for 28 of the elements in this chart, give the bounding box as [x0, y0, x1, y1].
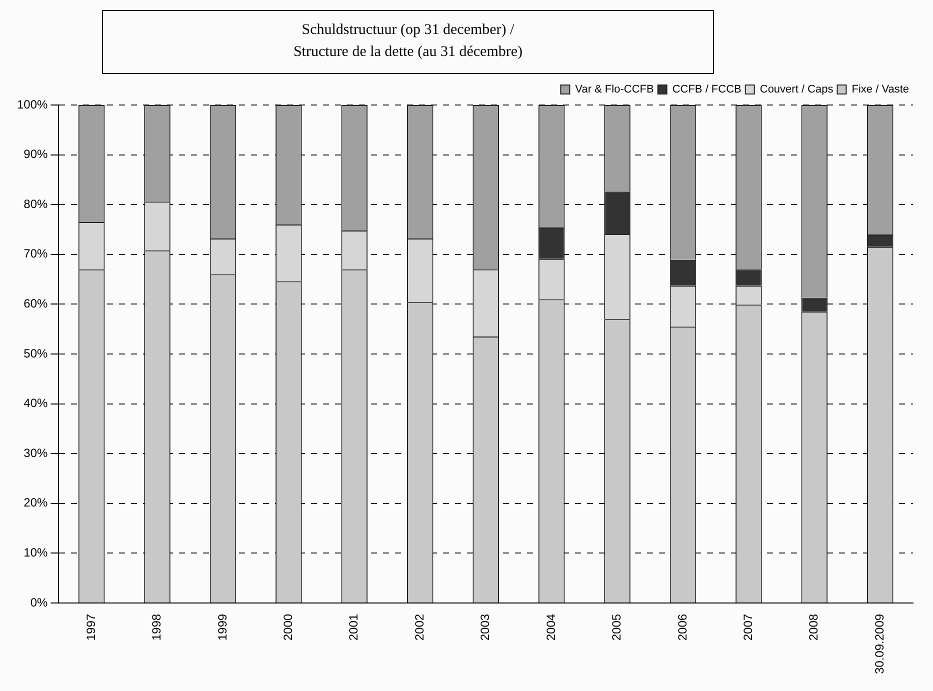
x-tick-label: 1998 [150, 614, 164, 641]
y-tick-label: 80% [24, 196, 48, 211]
y-tick-label: 50% [24, 346, 48, 360]
y-tick-label: 30% [24, 446, 48, 460]
x-tick-label: 30.09.2009 [872, 614, 886, 674]
y-tick-label: 40% [24, 396, 48, 410]
x-tick-label: 2004 [544, 614, 558, 641]
y-tick-label: 0% [30, 595, 48, 610]
x-tick-label: 2003 [478, 614, 492, 641]
y-tick-label: 60% [24, 296, 48, 310]
legend-label: Var & Flo-CCFB [575, 84, 654, 96]
y-tick-label: 10% [24, 545, 48, 560]
y-tick-label: 100% [16, 97, 48, 112]
y-tick-label: 90% [24, 147, 48, 162]
x-tick-label: 2001 [346, 614, 361, 641]
x-tick-label: 2000 [281, 614, 296, 641]
x-tick-label: 2005 [610, 614, 624, 641]
legend-label: Fixe / Vaste [852, 84, 910, 96]
y-tick-label: 20% [24, 496, 48, 510]
legend-label: Couvert / Caps [760, 84, 834, 96]
x-tick-label: 2007 [741, 614, 756, 641]
x-tick-label: 2008 [806, 614, 821, 641]
x-tick-label: 2002 [412, 614, 426, 641]
y-tick-label: 70% [24, 246, 48, 261]
x-tick-label: 1997 [84, 614, 98, 641]
legend-label: CCFB / FCCB [672, 84, 742, 96]
x-tick-label: 1999 [215, 614, 230, 641]
x-tick-label: 2006 [675, 614, 690, 641]
